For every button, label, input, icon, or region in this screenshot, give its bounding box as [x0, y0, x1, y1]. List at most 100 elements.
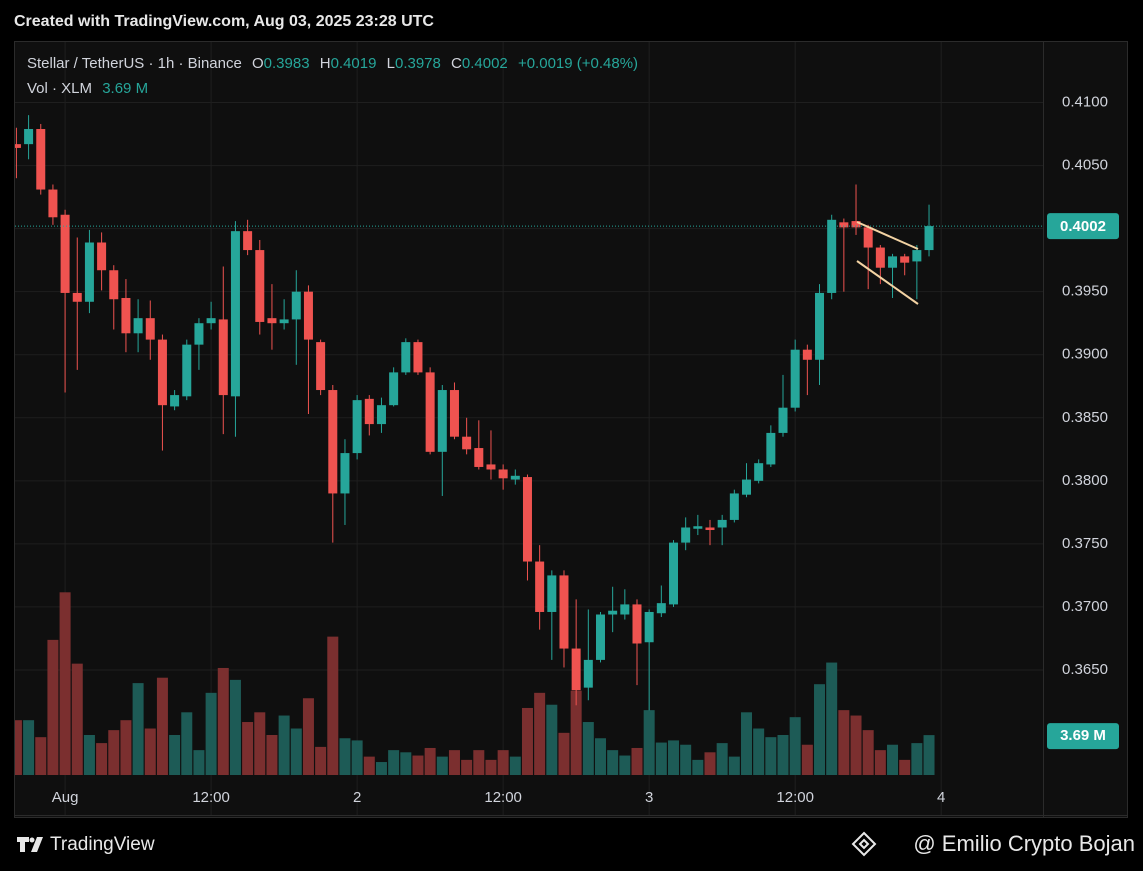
volume-bar	[643, 710, 655, 775]
volume-bar	[594, 738, 606, 775]
y-tick-label: 0.3900	[1062, 346, 1108, 363]
volume-bar	[278, 715, 290, 775]
candle-body	[547, 575, 557, 612]
volume-bar	[814, 684, 826, 775]
volume-bar	[485, 759, 497, 775]
low-value: 0.3978	[395, 55, 441, 72]
last-price-badge	[1047, 213, 1119, 240]
volume-bar	[801, 744, 813, 775]
close-value: 0.4002	[462, 55, 508, 72]
y-tick-label: 0.4050	[1062, 157, 1108, 174]
flag-pattern	[856, 221, 919, 305]
volume-bar	[436, 756, 448, 775]
volume-bar	[704, 752, 716, 775]
candle-body	[522, 477, 532, 562]
volume-bar	[923, 735, 935, 775]
volume-bar	[716, 743, 728, 775]
candle-body	[109, 270, 119, 300]
candle-body	[389, 372, 399, 406]
candle-body	[486, 464, 496, 470]
candle-body	[340, 453, 350, 494]
high-value: 0.4019	[331, 55, 377, 72]
candle-body	[474, 448, 484, 467]
brand-icon-dot	[29, 837, 35, 843]
volume-bar	[765, 737, 777, 775]
volume-bar	[120, 720, 132, 775]
volume-bar	[400, 752, 412, 775]
candle-body	[559, 575, 569, 649]
candle-body	[851, 221, 861, 228]
candle-body	[413, 342, 423, 373]
volume-bar	[911, 743, 923, 775]
volume-bar	[874, 750, 886, 775]
volume-bar	[254, 712, 266, 775]
volume-bar	[570, 690, 582, 775]
candle-body	[48, 189, 58, 218]
volume-bar	[156, 677, 168, 775]
candle-body	[766, 432, 776, 465]
candle-body	[802, 349, 812, 360]
candle-body	[72, 292, 82, 302]
candle-body	[291, 291, 301, 320]
candle-body	[376, 405, 386, 425]
volume-bar	[96, 743, 108, 775]
candle-body	[364, 398, 374, 425]
x-tick-label: 3	[645, 789, 653, 806]
candle-body	[583, 659, 593, 688]
candle-body	[316, 342, 326, 391]
candle-body	[206, 318, 216, 324]
volume-bar	[546, 704, 558, 775]
volume-bar	[558, 732, 570, 775]
volume-bar	[59, 592, 71, 775]
volume-bar	[521, 707, 533, 775]
volume-bar	[692, 759, 704, 775]
volume-value: 3.69 M	[102, 80, 148, 97]
volume-title: Vol · XLM	[27, 80, 92, 97]
diamond-inner	[858, 838, 870, 850]
candle-body	[170, 395, 180, 407]
volume-bar	[655, 742, 667, 775]
volume-bar	[753, 728, 765, 775]
candle-body	[267, 318, 277, 324]
chart-pane	[14, 41, 1128, 818]
volume-bar	[132, 683, 144, 775]
candle-body	[668, 542, 678, 605]
candle-body	[84, 242, 94, 302]
candle-body	[425, 372, 435, 452]
volume-header: Vol · XLM 3.69 M	[27, 80, 148, 97]
candle-body	[36, 129, 46, 190]
volume-bar	[838, 710, 850, 775]
volume-bar	[412, 755, 424, 775]
y-tick-label: 0.3700	[1062, 598, 1108, 615]
candle-layer	[15, 115, 934, 711]
volume-bar	[473, 750, 485, 775]
volume-bar	[448, 750, 460, 775]
candle-body	[15, 144, 21, 148]
candle-body	[60, 214, 70, 293]
open-label: O	[252, 55, 264, 72]
volume-bar	[193, 750, 205, 775]
volume-bar	[728, 756, 740, 775]
brand-icon	[17, 837, 43, 852]
diamond-outer	[851, 831, 877, 857]
volume-bar	[741, 712, 753, 775]
candle-body	[133, 318, 143, 334]
candle-body	[778, 407, 788, 433]
high-label: H	[320, 55, 331, 72]
candle-body	[535, 561, 545, 612]
volume-bar	[509, 756, 521, 775]
candle-body	[279, 319, 289, 324]
candle-body	[644, 611, 654, 643]
candle-body	[194, 323, 204, 345]
volume-bar	[315, 746, 327, 775]
volume-bar	[497, 750, 509, 775]
volume-bar	[23, 720, 35, 775]
candle-body	[620, 604, 630, 615]
candle-body	[449, 390, 459, 437]
candle-body	[875, 247, 885, 268]
candle-body	[462, 436, 472, 450]
candle-body	[705, 527, 715, 531]
volume-bar	[205, 692, 217, 775]
candle-body	[218, 319, 228, 396]
